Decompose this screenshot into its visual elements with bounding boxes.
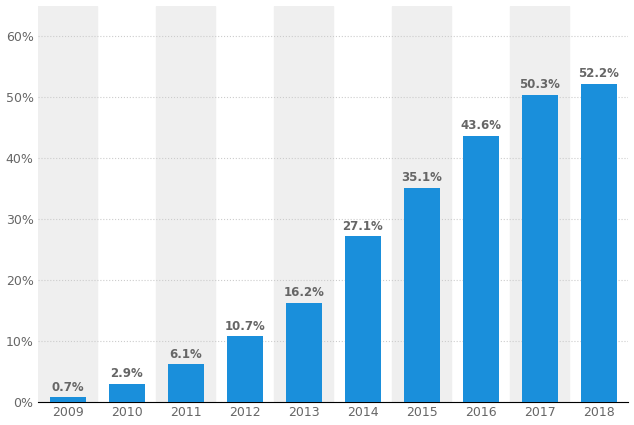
Bar [392, 6, 451, 402]
Bar [286, 303, 322, 402]
Bar [463, 136, 499, 402]
Text: 16.2%: 16.2% [283, 286, 325, 299]
Bar [522, 95, 558, 402]
Bar [581, 84, 618, 402]
Bar [49, 397, 86, 402]
Text: 2.9%: 2.9% [110, 367, 143, 380]
Text: 50.3%: 50.3% [519, 79, 560, 91]
Text: 43.6%: 43.6% [460, 119, 501, 132]
Text: 10.7%: 10.7% [224, 320, 265, 333]
Bar [157, 6, 216, 402]
Text: 0.7%: 0.7% [51, 381, 84, 394]
Bar [275, 6, 333, 402]
Text: 35.1%: 35.1% [401, 171, 443, 184]
Text: 6.1%: 6.1% [169, 348, 202, 361]
Text: 27.1%: 27.1% [342, 220, 384, 233]
Bar [510, 6, 569, 402]
Bar [226, 337, 263, 402]
Bar [404, 188, 440, 402]
Bar [108, 384, 145, 402]
Bar [39, 6, 98, 402]
Text: 52.2%: 52.2% [578, 67, 619, 80]
Bar [345, 236, 381, 402]
Bar [167, 364, 204, 402]
